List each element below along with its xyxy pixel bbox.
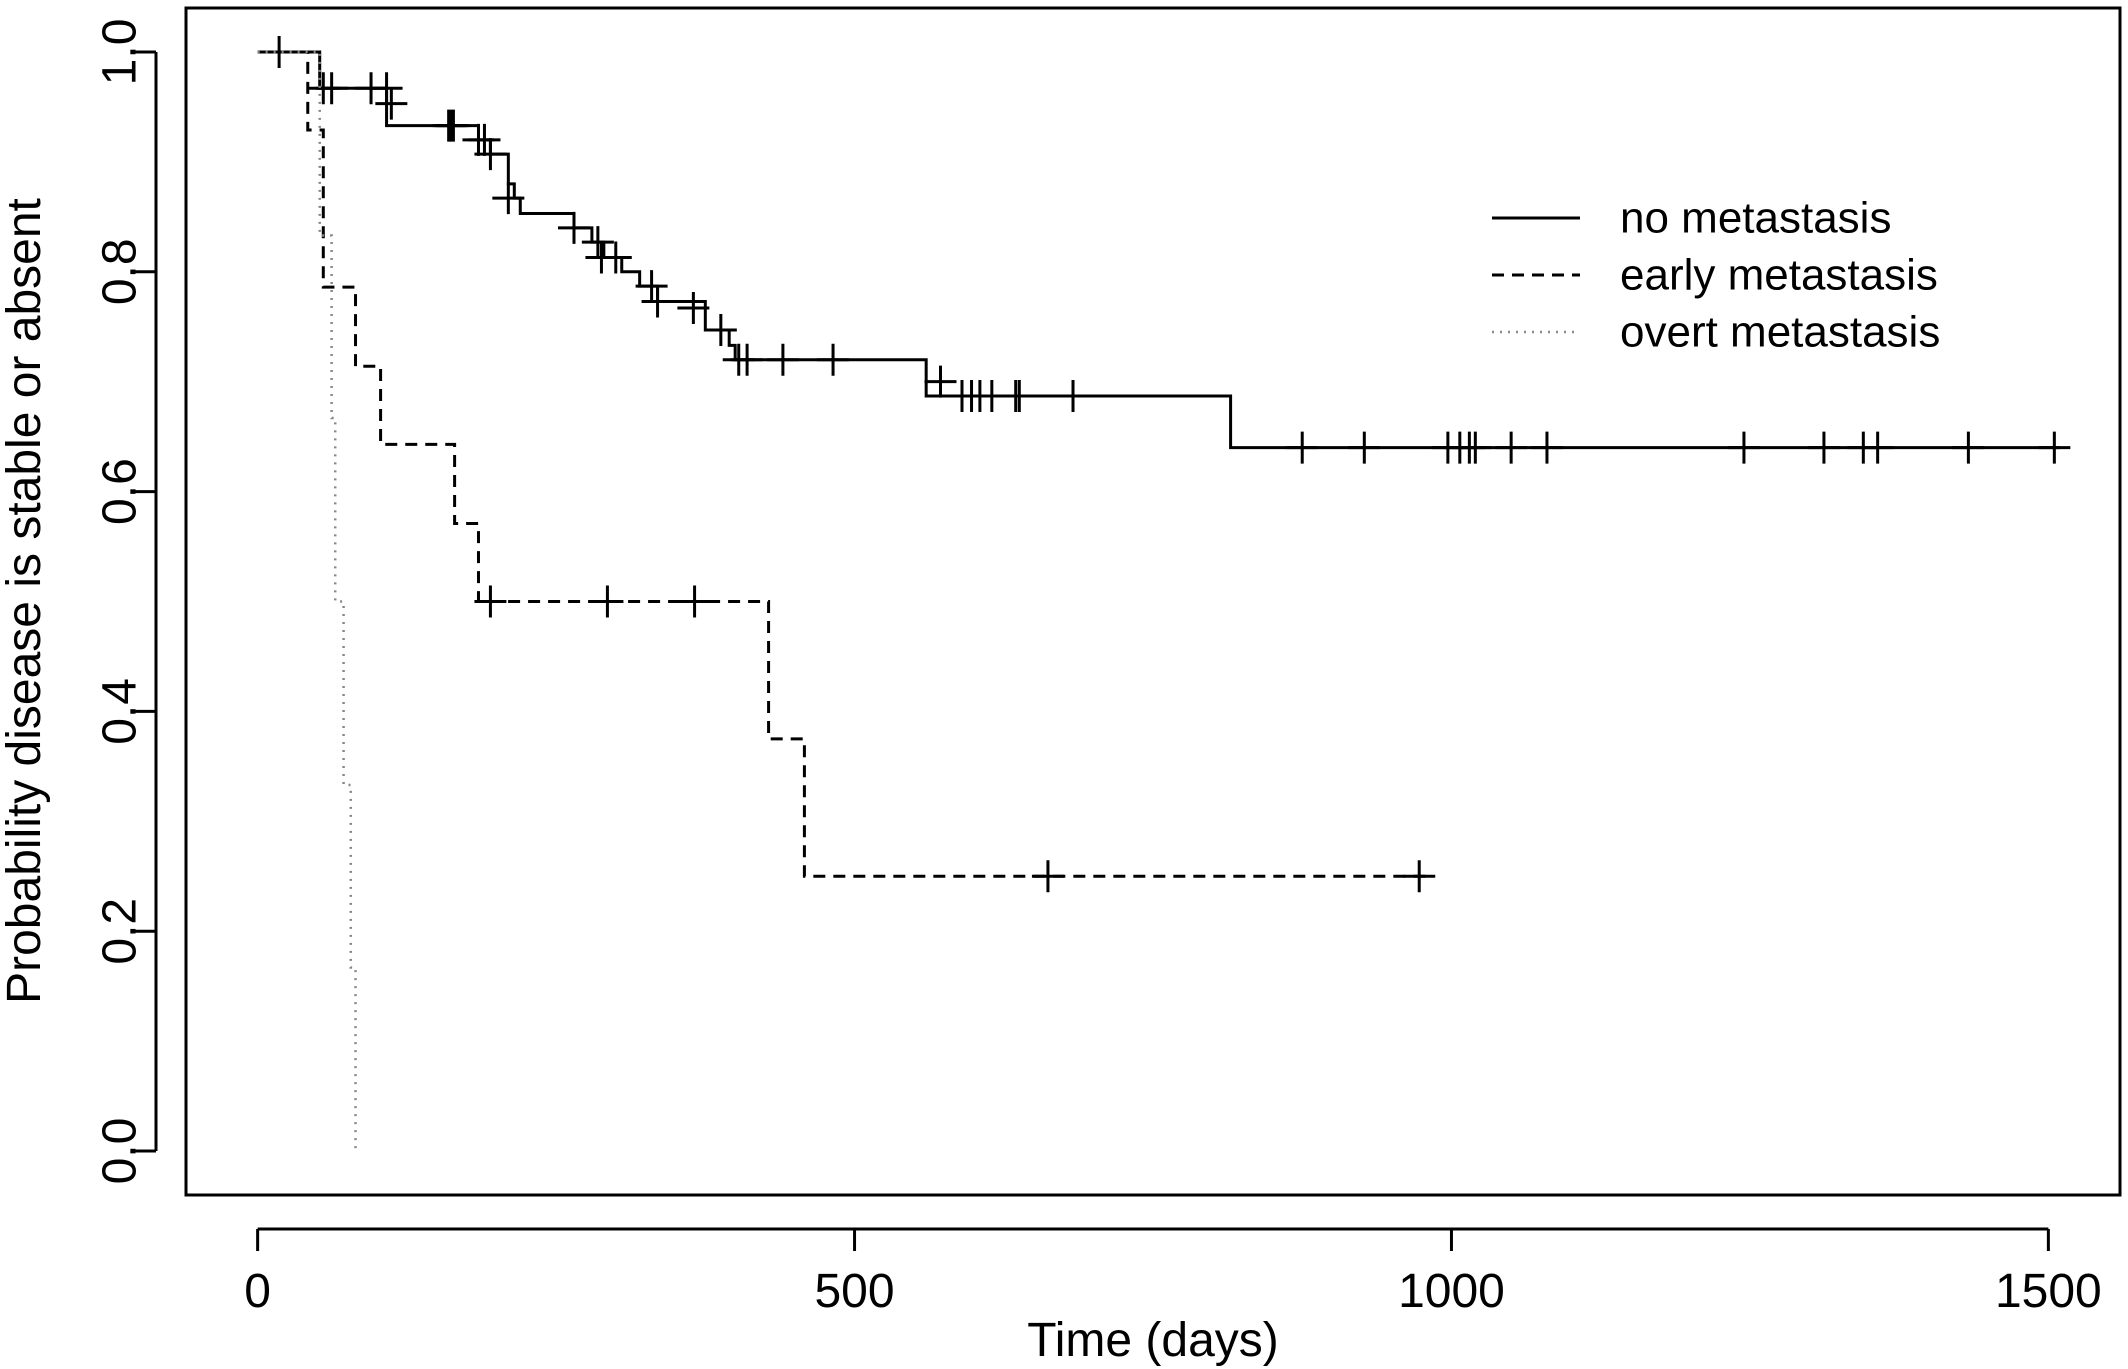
censor-mark xyxy=(370,72,403,105)
censor-mark xyxy=(677,292,710,325)
censor-mark xyxy=(599,241,632,274)
series-3 xyxy=(257,50,357,1152)
censor-mark xyxy=(731,343,764,376)
censor-mark xyxy=(817,343,850,376)
censor-mark xyxy=(2038,431,2071,464)
series-2 xyxy=(257,50,1436,893)
legend-label: early metastasis xyxy=(1620,251,1938,300)
series-layer xyxy=(257,35,2071,1152)
censor-mark xyxy=(375,87,408,120)
censor-mark xyxy=(1031,860,1064,893)
x-tick-label: 0 xyxy=(244,1265,271,1318)
x-axis-title: Time (days) xyxy=(1027,1314,1279,1367)
series-line xyxy=(257,50,1428,878)
censor-mark xyxy=(924,365,957,398)
y-tick-label: 0.6 xyxy=(94,458,147,525)
censor-mark xyxy=(591,585,624,618)
plot-frame xyxy=(184,6,2122,1197)
censor-mark xyxy=(1057,379,1090,412)
censor-mark xyxy=(704,314,737,347)
legend-label: overt metastasis xyxy=(1620,308,1940,357)
y-tick-label: 1.0 xyxy=(94,19,147,86)
y-axis: 0.0 0.2 0.4 0.6 0.8 1.0 xyxy=(94,19,158,1185)
censor-mark xyxy=(1403,860,1436,893)
x-axis: 0 500 1000 1500 xyxy=(244,1227,2102,1318)
censor-mark xyxy=(1003,379,1036,412)
x-tick-label: 1000 xyxy=(1398,1265,1505,1318)
x-tick-label: 1500 xyxy=(1995,1265,2102,1318)
y-tick-label: 0.2 xyxy=(94,898,147,965)
legend: no metastasis early metastasis overt metas… xyxy=(1492,194,1940,357)
legend-label: no metastasis xyxy=(1620,194,1891,243)
y-axis-title: Probability disease is stable or absent xyxy=(0,198,51,1004)
censor-mark xyxy=(1727,431,1760,464)
censor-mark xyxy=(468,123,501,156)
censor-mark xyxy=(1807,431,1840,464)
censor-mark xyxy=(492,182,525,215)
series-1 xyxy=(257,35,2071,464)
censor-mark xyxy=(766,343,799,376)
censor-mark xyxy=(1495,431,1528,464)
censor-mark xyxy=(437,109,470,142)
censor-mark xyxy=(474,585,507,618)
censor-mark xyxy=(635,270,668,303)
y-tick-label: 0.8 xyxy=(94,238,147,305)
censor-mark xyxy=(1348,431,1381,464)
series-line xyxy=(257,50,357,1152)
censor-mark xyxy=(1459,431,1492,464)
censor-mark xyxy=(678,585,711,618)
censor-mark xyxy=(1530,431,1563,464)
censor-mark xyxy=(1286,431,1319,464)
censor-mark xyxy=(581,226,614,259)
censor-mark xyxy=(1952,431,1985,464)
censor-mark xyxy=(315,72,348,105)
x-tick-label: 500 xyxy=(814,1265,894,1318)
censor-mark xyxy=(474,138,507,171)
y-tick-label: 0.0 xyxy=(94,1118,147,1185)
censor-mark xyxy=(1861,431,1894,464)
censor-mark xyxy=(641,285,674,318)
y-tick-label: 0.4 xyxy=(94,678,147,745)
censor-mark xyxy=(557,211,590,244)
